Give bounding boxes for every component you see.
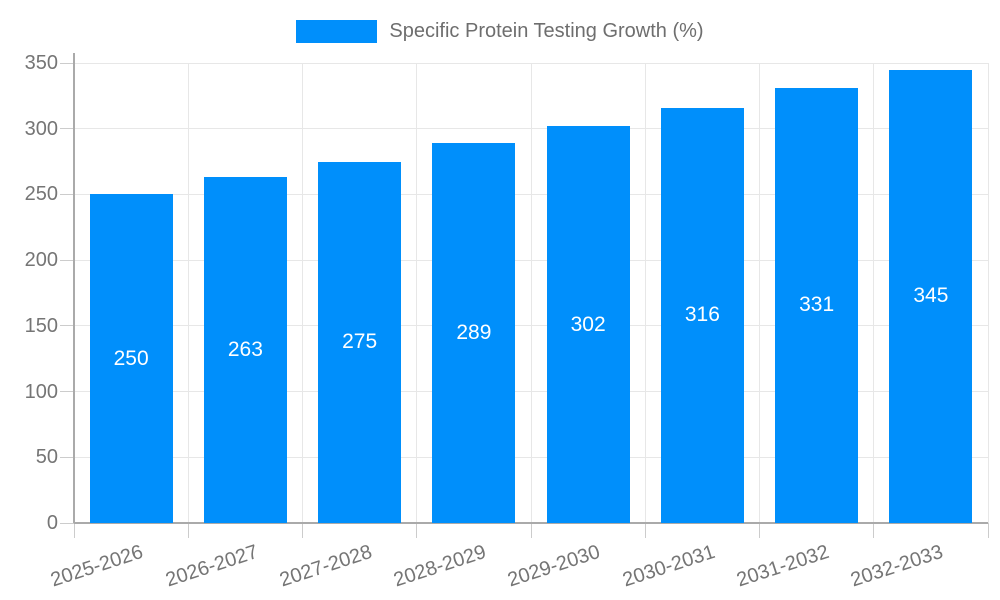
- y-axis-tick-label: 200: [24, 249, 58, 272]
- x-axis-tick: [873, 523, 875, 538]
- x-gridline: [187, 63, 189, 523]
- x-axis-tick-label: 2027-2028: [276, 540, 375, 592]
- x-gridline: [873, 63, 875, 523]
- x-gridline: [644, 63, 646, 523]
- x-axis-line: [74, 522, 988, 524]
- y-axis-tick: [60, 62, 74, 64]
- x-axis-tick-label: 2031-2032: [733, 540, 832, 592]
- x-gridline: [987, 63, 989, 523]
- x-axis-tick-label: 2025-2026: [48, 540, 147, 592]
- x-gridline: [416, 63, 418, 523]
- bar-value-label: 263: [227, 338, 263, 362]
- bar-value-label: 345: [913, 284, 949, 308]
- bar[interactable]: [775, 87, 859, 523]
- bar-value-label: 331: [799, 293, 835, 317]
- y-axis-tick: [60, 522, 74, 524]
- x-axis-tick-label: 2030-2031: [619, 540, 718, 592]
- x-axis-tick: [416, 523, 418, 538]
- y-axis-tick: [60, 193, 74, 195]
- bar[interactable]: [660, 107, 744, 523]
- y-axis-tick-label: 250: [24, 183, 58, 206]
- x-axis-tick: [187, 523, 189, 538]
- x-axis-tick: [759, 523, 760, 538]
- bar-value-label: 289: [456, 321, 492, 345]
- x-axis-tick-label: 2032-2033: [848, 540, 946, 592]
- bar[interactable]: [89, 194, 173, 523]
- y-axis-tick-label: 350: [24, 52, 58, 74]
- bar[interactable]: [546, 126, 630, 523]
- legend-label: Specific Protein Testing Growth (%): [389, 20, 704, 42]
- bar-value-label: 316: [684, 303, 720, 327]
- y-axis-tick: [60, 456, 74, 458]
- legend-swatch-icon: [296, 20, 378, 43]
- x-axis-tick-label: 2028-2029: [391, 540, 489, 592]
- y-axis-line: [73, 53, 75, 523]
- y-axis-tick: [60, 391, 74, 393]
- x-gridline: [530, 63, 532, 523]
- y-axis-tick-label: 150: [24, 314, 58, 337]
- y-axis-tick: [60, 259, 74, 261]
- x-axis-tick: [644, 523, 646, 538]
- bar[interactable]: [889, 69, 973, 523]
- y-axis-tick-label: 0: [46, 512, 58, 534]
- x-axis-tick-label: 2029-2030: [505, 540, 604, 592]
- bar-value-label: 302: [570, 312, 606, 336]
- x-gridline: [302, 63, 303, 523]
- x-gridline: [759, 63, 760, 523]
- y-axis-tick-label: 50: [35, 446, 58, 469]
- chart-legend: Specific Protein Testing Growth (%): [0, 20, 1000, 43]
- x-axis-tick: [73, 523, 75, 538]
- x-axis-tick-label: 2026-2027: [162, 540, 261, 592]
- y-axis-tick: [60, 325, 74, 327]
- x-axis-tick: [530, 523, 532, 538]
- bar[interactable]: [318, 161, 402, 523]
- y-axis-tick: [60, 128, 74, 130]
- y-axis-tick-label: 300: [24, 117, 58, 140]
- y-axis-tick-label: 100: [24, 380, 58, 403]
- legend-item[interactable]: Specific Protein Testing Growth (%): [296, 20, 704, 43]
- x-axis-tick: [987, 523, 989, 538]
- bar[interactable]: [432, 143, 516, 523]
- bar-value-label: 275: [342, 330, 378, 354]
- bar[interactable]: [203, 177, 287, 523]
- bar-value-label: 250: [113, 346, 149, 370]
- x-axis-tick: [302, 523, 303, 538]
